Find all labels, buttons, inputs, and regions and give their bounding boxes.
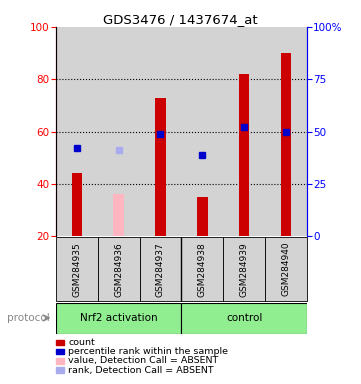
Text: GDS3476 / 1437674_at: GDS3476 / 1437674_at xyxy=(103,13,258,26)
Text: value, Detection Call = ABSENT: value, Detection Call = ABSENT xyxy=(68,356,218,366)
Text: percentile rank within the sample: percentile rank within the sample xyxy=(68,347,228,356)
Bar xyxy=(56,367,64,373)
Bar xyxy=(181,303,307,334)
Bar xyxy=(281,53,291,236)
Bar xyxy=(56,349,64,354)
Text: GSM284936: GSM284936 xyxy=(114,242,123,296)
Bar xyxy=(56,358,64,364)
Bar xyxy=(56,27,98,236)
Bar xyxy=(155,98,166,236)
Bar xyxy=(140,237,181,301)
Bar xyxy=(239,74,249,236)
Bar xyxy=(98,237,140,301)
Text: GSM284939: GSM284939 xyxy=(240,242,249,296)
Bar xyxy=(181,237,223,301)
Text: count: count xyxy=(68,338,95,347)
Bar xyxy=(223,27,265,236)
Text: GSM284938: GSM284938 xyxy=(198,242,207,296)
Bar xyxy=(265,237,307,301)
Bar xyxy=(265,27,307,236)
Bar xyxy=(71,174,82,236)
Bar xyxy=(98,27,140,236)
Text: Nrf2 activation: Nrf2 activation xyxy=(80,313,157,323)
Text: GSM284937: GSM284937 xyxy=(156,242,165,296)
Text: protocol: protocol xyxy=(7,313,50,323)
Bar xyxy=(181,27,223,236)
Text: control: control xyxy=(226,313,262,323)
Bar xyxy=(223,237,265,301)
Bar xyxy=(140,27,181,236)
Bar xyxy=(197,197,208,236)
Text: rank, Detection Call = ABSENT: rank, Detection Call = ABSENT xyxy=(68,366,214,375)
Text: GSM284935: GSM284935 xyxy=(72,242,81,296)
Bar xyxy=(113,194,124,236)
Bar xyxy=(56,340,64,345)
Bar xyxy=(56,237,98,301)
Text: GSM284940: GSM284940 xyxy=(282,242,291,296)
Bar xyxy=(56,303,181,334)
